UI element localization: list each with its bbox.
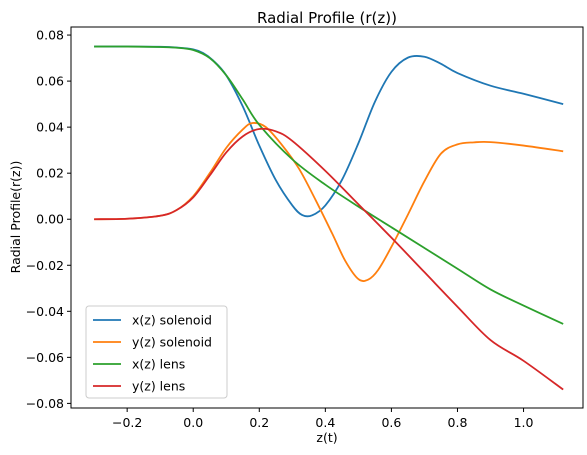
y-tick-label: −0.06: [26, 350, 64, 365]
y-tick-label: 0.00: [36, 212, 64, 227]
y-tick-label: −0.04: [26, 304, 64, 319]
y-tick-label: −0.08: [26, 396, 64, 411]
y-tick-label: 0.08: [36, 28, 64, 43]
x-tick-label: 1.0: [514, 415, 534, 430]
y-axis: −0.08 −0.06 −0.04 −0.02 0.00 0.02 0.04 0.06 0.08: [26, 28, 71, 411]
legend-label-2: x(z) lens: [132, 357, 185, 372]
series-line-2: [94, 45, 564, 325]
y-tick-label: 0.04: [36, 120, 64, 135]
x-tick-label: 0.4: [315, 415, 335, 430]
y-tick-label: 0.02: [36, 166, 64, 181]
legend-label-0: x(z) solenoid: [132, 313, 212, 328]
x-tick-label: −0.2: [112, 415, 142, 430]
x-tick-label: 0.0: [183, 415, 203, 430]
y-tick-label: 0.06: [36, 74, 64, 89]
series-line-0: [94, 45, 564, 218]
plot-area: [94, 45, 564, 391]
x-tick-label: 0.8: [448, 415, 468, 430]
series-line-3: [94, 127, 564, 391]
x-tick-label: 0.6: [381, 415, 401, 430]
x-axis: −0.2 0.0 0.2 0.4 0.6 0.8 1.0: [112, 408, 534, 430]
x-tick-label: 0.2: [249, 415, 269, 430]
legend-label-1: y(z) solenoid: [132, 335, 212, 350]
legend-label-3: y(z) lens: [132, 379, 185, 394]
axes-frame: [70, 26, 584, 409]
legend: x(z) solenoid y(z) solenoid x(z) lens y(z) …: [85, 305, 228, 399]
y-tick-label: −0.02: [26, 258, 64, 273]
x-axis-label: z(t): [316, 430, 337, 445]
chart-title: Radial Profile (r(z)): [257, 9, 397, 27]
y-axis-label: Radial Profile(r(z)): [8, 161, 23, 274]
legend-box: [85, 305, 228, 399]
